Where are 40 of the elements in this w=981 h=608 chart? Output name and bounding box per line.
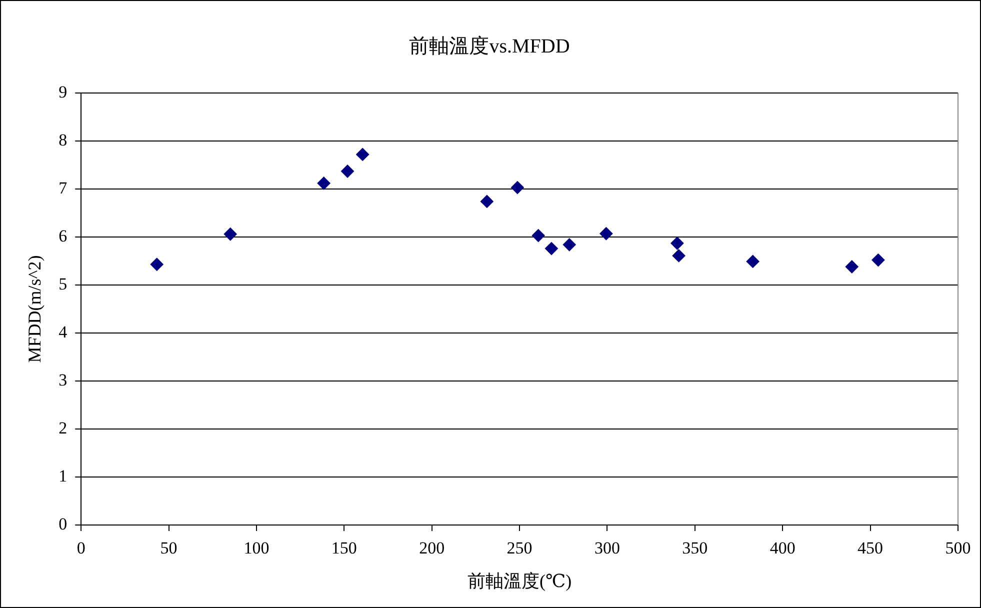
x-tick-label: 350 [682, 538, 708, 558]
x-tick-label: 100 [244, 538, 270, 558]
x-tick-label: 200 [419, 538, 445, 558]
point [600, 227, 613, 240]
point [670, 236, 684, 250]
point [356, 148, 370, 161]
point [845, 260, 858, 274]
y-tick-label: 3 [58, 370, 68, 390]
y-tick-label: 8 [58, 130, 68, 150]
x-tick-label: 300 [594, 538, 620, 558]
y-tick-label: 1 [58, 466, 68, 486]
point [746, 254, 760, 268]
point [672, 249, 686, 262]
point [510, 181, 524, 194]
x-tick-label: 50 [160, 538, 178, 558]
y-tick-label: 9 [58, 82, 68, 102]
x-tick-label: 250 [506, 538, 532, 558]
x-tick-label: 400 [770, 538, 796, 558]
y-tick-label: 5 [58, 274, 68, 294]
y-tick-label: 7 [58, 178, 68, 198]
point [872, 254, 885, 267]
y-axis-title: MFDD(m/s^2) [24, 255, 45, 363]
x-tick-label: 450 [858, 538, 884, 558]
x-tick-label: 0 [76, 538, 86, 558]
y-tick-label: 2 [58, 418, 68, 438]
y-tick-label: 6 [58, 226, 68, 246]
point [562, 238, 576, 252]
point [480, 194, 494, 208]
point [317, 176, 330, 190]
point [224, 228, 237, 241]
x-axis-title: 前軸溫度(℃) [467, 570, 572, 591]
x-tick-label: 500 [945, 538, 971, 558]
point [532, 229, 545, 242]
point [150, 258, 164, 271]
chart-title: 前軸溫度vs.MFDD [409, 35, 570, 58]
point [544, 242, 558, 256]
point [341, 164, 354, 178]
y-tick-label: 4 [58, 322, 68, 342]
y-tick-label: 0 [58, 514, 68, 534]
x-tick-label: 150 [331, 538, 357, 558]
